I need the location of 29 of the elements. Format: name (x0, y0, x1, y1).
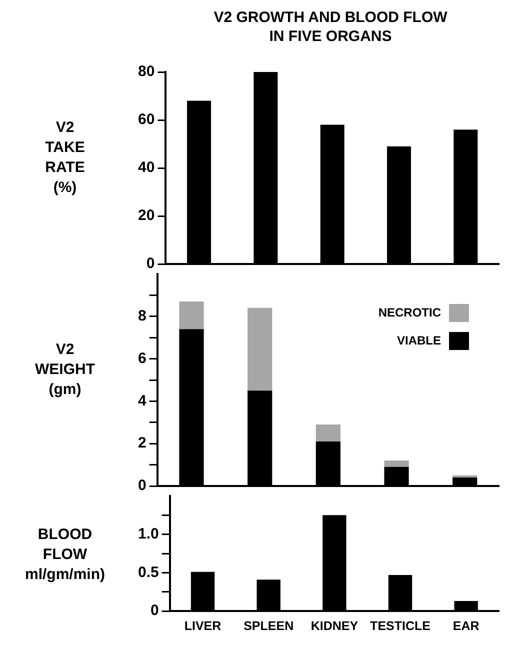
y-tick-label: 6 (138, 350, 146, 367)
bar (316, 424, 340, 442)
y-tick-label: 40 (138, 159, 155, 176)
chart-title: V2 GROWTH AND BLOOD FLOW IN FIVE ORGANS (212, 8, 448, 46)
bar (248, 308, 272, 391)
legend-label: VIABLE (396, 333, 441, 348)
y-tick-label: 0 (146, 255, 155, 272)
x-tick-label: KIDNEY (310, 618, 359, 633)
y-tick-label: 8 (138, 308, 146, 325)
y-tick-label: 60 (138, 111, 155, 128)
y-tick-label: 2 (138, 434, 146, 452)
y-axis-title: V2 WEIGHT (gm) (34, 340, 96, 400)
y-tick-label: 0 (150, 602, 159, 620)
x-tick-label: SPLEEN (244, 618, 294, 633)
y-tick-label: 4 (138, 392, 147, 410)
y-tick-label: 20 (138, 207, 155, 224)
x-tick-label: TESTICLE (370, 618, 430, 633)
y-tick-label: 0.5 (138, 564, 159, 581)
y-tick-label: 80 (138, 63, 155, 80)
x-tick-label: LIVER (184, 618, 222, 633)
legend-label: NECROTIC (378, 305, 442, 320)
y-axis-title: BLOOD FLOW ml/gm/min) (24, 525, 106, 585)
bar (179, 302, 204, 330)
x-tick-label: EAR (452, 618, 480, 633)
y-tick-label: 0 (138, 477, 146, 494)
bar (384, 460, 409, 467)
y-tick-label: 1.0 (138, 525, 159, 542)
y-axis-title: V2 TAKE RATE (%) (44, 118, 86, 198)
bar (452, 475, 478, 478)
